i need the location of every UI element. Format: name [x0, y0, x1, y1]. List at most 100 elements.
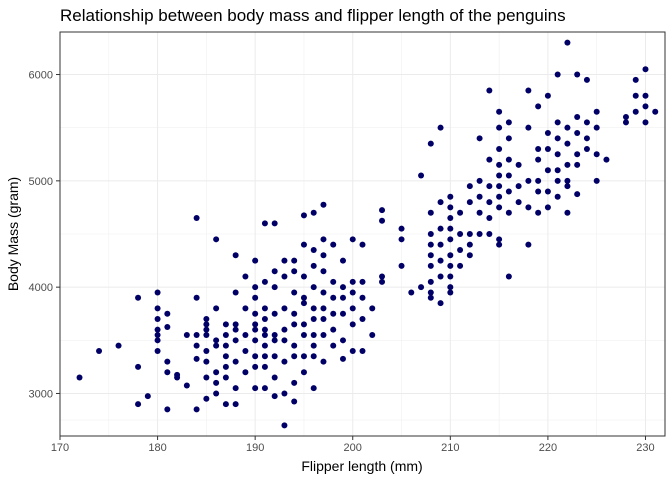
chart-title: Relationship between body mass and flipp… — [60, 6, 566, 25]
data-point — [320, 289, 327, 296]
data-point — [564, 124, 571, 131]
data-point — [427, 289, 434, 296]
data-points — [76, 39, 659, 429]
data-point — [544, 188, 551, 195]
data-point — [203, 326, 210, 333]
data-point — [447, 289, 454, 296]
y-axis-ticks: 3000 4000 5000 6000 — [29, 70, 60, 400]
data-point — [310, 209, 317, 216]
data-point — [232, 358, 239, 365]
data-point — [427, 252, 434, 259]
data-point — [642, 66, 649, 73]
data-point — [271, 284, 278, 291]
data-point — [486, 231, 493, 237]
data-point — [232, 326, 239, 333]
data-point — [232, 385, 239, 392]
data-point — [203, 347, 210, 354]
data-point — [252, 257, 259, 264]
data-point — [261, 326, 268, 333]
data-point — [252, 363, 259, 370]
data-point — [515, 199, 522, 206]
data-point — [271, 332, 278, 338]
data-point — [427, 278, 434, 285]
data-point — [271, 337, 278, 344]
data-point — [242, 369, 249, 376]
data-point — [154, 305, 161, 312]
data-point — [496, 172, 503, 179]
data-point — [252, 326, 259, 333]
data-point — [96, 347, 103, 354]
data-point — [544, 130, 551, 136]
data-point — [476, 209, 483, 216]
data-point — [564, 209, 571, 216]
data-point — [544, 167, 551, 174]
data-point — [564, 177, 571, 184]
data-point — [222, 353, 229, 360]
data-point — [291, 257, 298, 264]
data-point — [232, 252, 239, 259]
data-point — [203, 321, 210, 328]
data-point — [330, 342, 337, 349]
data-point — [457, 231, 464, 237]
data-point — [583, 135, 590, 142]
data-point — [574, 161, 581, 168]
data-point — [183, 382, 190, 389]
data-point — [427, 231, 434, 237]
data-point — [447, 284, 454, 291]
data-point — [144, 393, 151, 400]
data-point — [564, 183, 571, 190]
data-point — [496, 161, 503, 168]
data-point — [496, 241, 503, 248]
data-point — [564, 140, 571, 147]
data-point — [300, 273, 307, 280]
data-point — [271, 374, 278, 381]
data-point — [574, 191, 581, 198]
data-point — [320, 332, 327, 338]
data-point — [193, 332, 200, 338]
data-point — [300, 212, 307, 219]
data-point — [496, 193, 503, 200]
x-tick-label: 180 — [148, 442, 166, 454]
data-point — [476, 193, 483, 200]
data-point — [232, 337, 239, 344]
data-point — [359, 347, 366, 354]
data-point — [418, 284, 425, 291]
data-point — [437, 225, 444, 232]
data-point — [486, 183, 493, 190]
data-point — [271, 268, 278, 275]
data-point — [466, 252, 473, 259]
data-point — [339, 355, 346, 362]
y-tick-label: 3000 — [29, 388, 53, 400]
data-point — [300, 369, 307, 376]
data-point — [554, 151, 561, 158]
data-point — [632, 76, 639, 83]
data-point — [486, 156, 493, 163]
data-point — [535, 177, 542, 184]
data-point — [310, 262, 317, 269]
data-point — [496, 124, 503, 131]
data-point — [486, 215, 493, 222]
y-tick-label: 5000 — [29, 176, 53, 188]
data-point — [544, 204, 551, 211]
y-tick-label: 4000 — [29, 282, 53, 294]
data-point — [583, 145, 590, 152]
data-point — [271, 353, 278, 360]
data-point — [242, 305, 249, 312]
data-point — [564, 39, 571, 46]
data-point — [164, 369, 171, 376]
data-point — [535, 209, 542, 216]
data-point — [115, 342, 122, 349]
data-point — [379, 273, 386, 280]
data-point — [593, 108, 600, 115]
y-tick-label: 6000 — [29, 70, 53, 82]
data-point — [447, 252, 454, 259]
data-point — [310, 316, 317, 323]
data-point — [515, 161, 522, 168]
data-point — [291, 321, 298, 328]
data-point — [349, 289, 356, 296]
data-point — [398, 262, 405, 269]
data-point — [281, 358, 288, 365]
data-point — [232, 401, 239, 408]
data-point — [300, 353, 307, 360]
x-tick-label: 190 — [246, 442, 264, 454]
